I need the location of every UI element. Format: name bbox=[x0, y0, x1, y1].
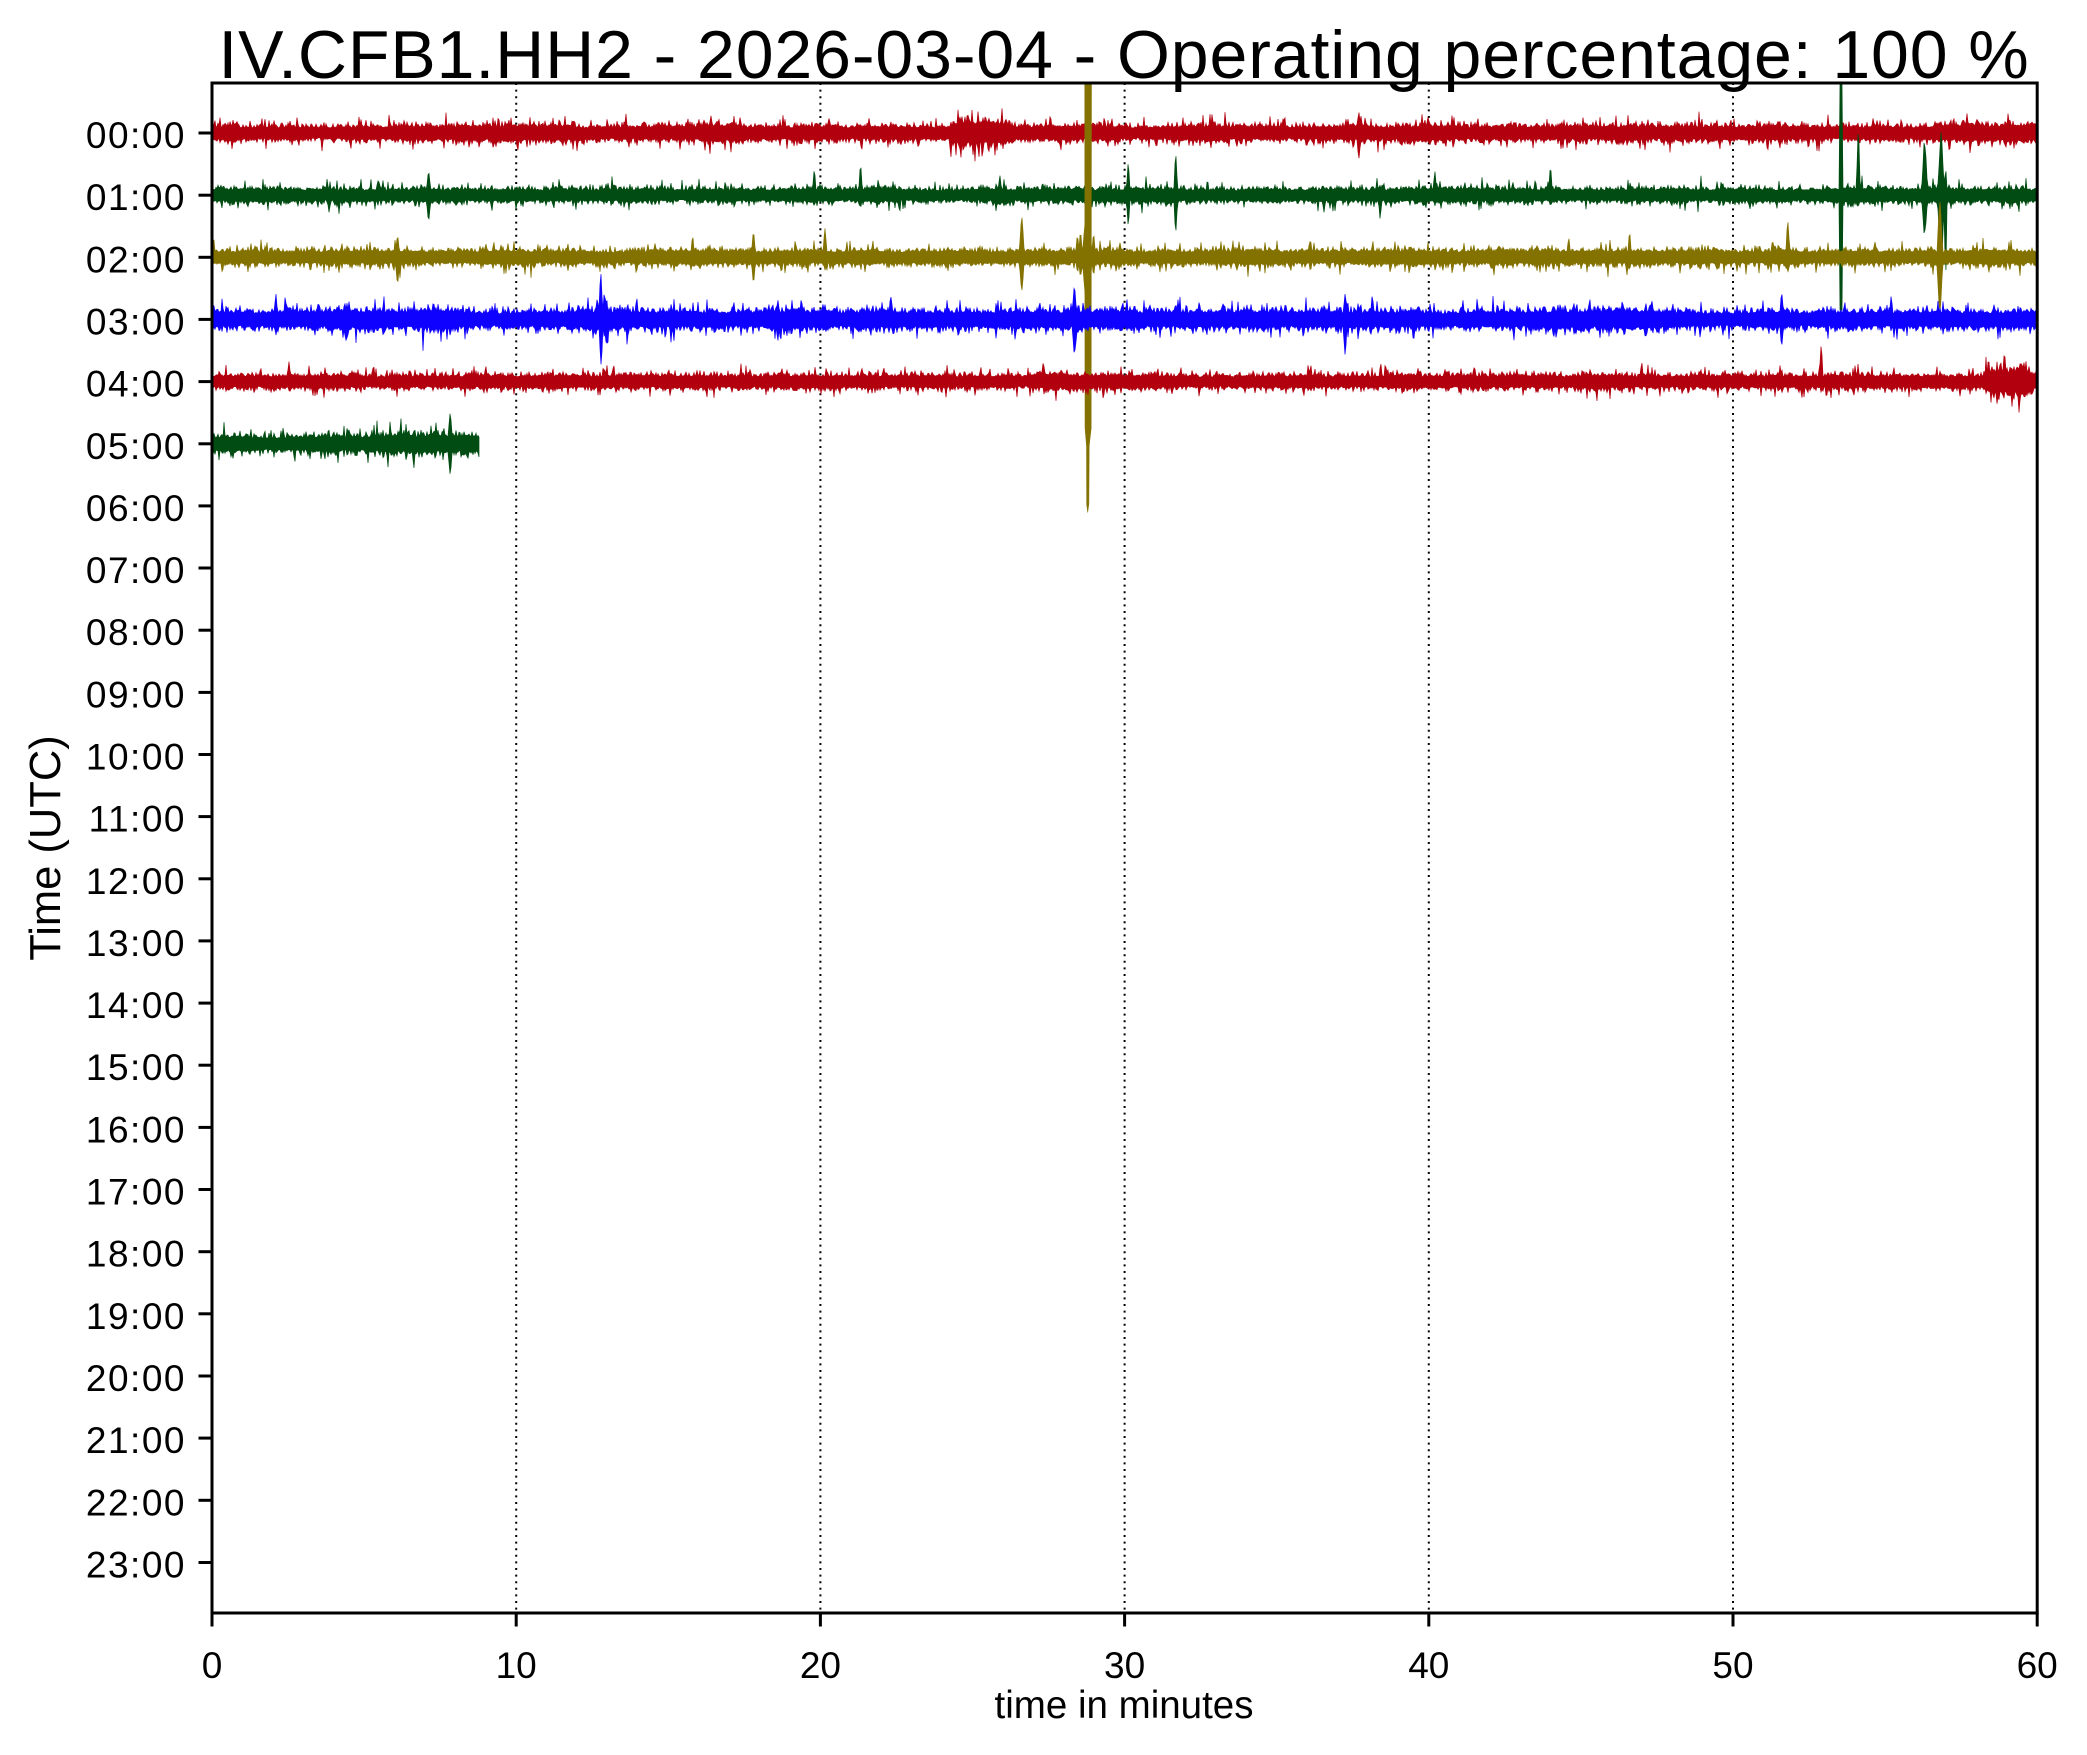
svg-text:12:00: 12:00 bbox=[86, 861, 186, 902]
svg-text:40: 40 bbox=[1408, 1645, 1449, 1686]
svg-text:13:00: 13:00 bbox=[86, 923, 186, 964]
svg-text:01:00: 01:00 bbox=[86, 177, 186, 218]
svg-text:50: 50 bbox=[1712, 1645, 1753, 1686]
svg-text:05:00: 05:00 bbox=[86, 426, 186, 467]
svg-text:04:00: 04:00 bbox=[86, 364, 186, 405]
svg-text:03:00: 03:00 bbox=[86, 301, 186, 342]
svg-text:17:00: 17:00 bbox=[86, 1172, 186, 1213]
svg-text:10:00: 10:00 bbox=[86, 737, 186, 778]
svg-text:0: 0 bbox=[202, 1645, 223, 1686]
svg-text:09:00: 09:00 bbox=[86, 674, 186, 715]
svg-text:14:00: 14:00 bbox=[86, 985, 186, 1026]
svg-text:19:00: 19:00 bbox=[86, 1296, 186, 1337]
svg-text:23:00: 23:00 bbox=[86, 1545, 186, 1586]
svg-text:Time (UTC): Time (UTC) bbox=[22, 735, 70, 961]
svg-text:21:00: 21:00 bbox=[86, 1420, 186, 1461]
svg-text:00:00: 00:00 bbox=[86, 115, 186, 156]
svg-text:20: 20 bbox=[800, 1645, 841, 1686]
svg-text:60: 60 bbox=[2017, 1645, 2058, 1686]
svg-text:time in minutes: time in minutes bbox=[995, 1684, 1254, 1727]
svg-text:02:00: 02:00 bbox=[86, 239, 186, 280]
svg-text:20:00: 20:00 bbox=[86, 1358, 186, 1399]
svg-text:15:00: 15:00 bbox=[86, 1047, 186, 1088]
svg-text:11:00: 11:00 bbox=[89, 799, 186, 840]
svg-text:07:00: 07:00 bbox=[86, 550, 186, 591]
svg-text:06:00: 06:00 bbox=[86, 488, 186, 529]
svg-text:30: 30 bbox=[1104, 1645, 1145, 1686]
svg-text:18:00: 18:00 bbox=[86, 1234, 186, 1275]
svg-text:IV.CFB1.HH2 - 2026-03-04 - Ope: IV.CFB1.HH2 - 2026-03-04 - Operating per… bbox=[218, 17, 2029, 93]
svg-text:22:00: 22:00 bbox=[86, 1482, 186, 1523]
svg-text:10: 10 bbox=[496, 1645, 537, 1686]
svg-text:16:00: 16:00 bbox=[86, 1109, 186, 1150]
svg-text:08:00: 08:00 bbox=[86, 612, 186, 653]
